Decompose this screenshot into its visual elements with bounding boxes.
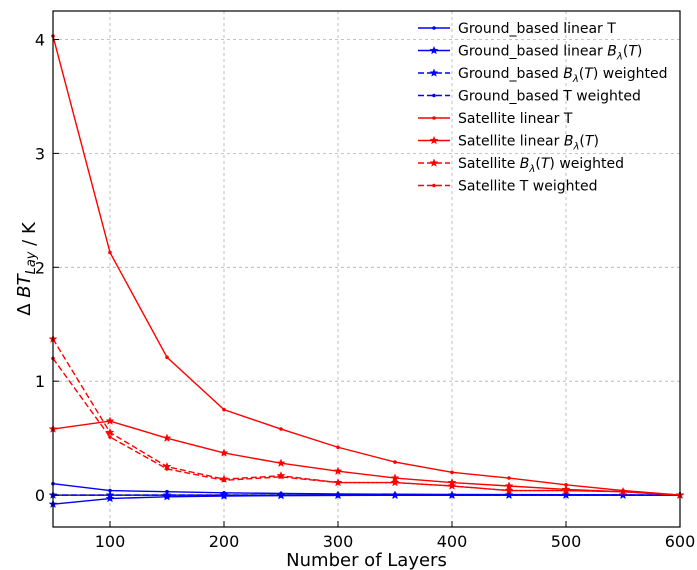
series-line bbox=[52, 420, 681, 496]
dot-marker bbox=[279, 475, 283, 479]
dot-marker bbox=[450, 493, 454, 497]
dot-marker bbox=[279, 493, 283, 497]
dot-marker bbox=[222, 493, 226, 497]
dot-marker bbox=[507, 488, 511, 493]
dot-marker bbox=[450, 470, 454, 475]
dot-marker bbox=[108, 250, 112, 255]
series-line bbox=[52, 358, 681, 496]
dot-marker bbox=[564, 493, 568, 497]
legend-label: Satellite T weighted bbox=[458, 179, 598, 195]
dot-marker bbox=[222, 407, 226, 412]
legend-item: Satellite Bλ(T) weighted bbox=[418, 156, 624, 175]
legend-label: Satellite linear Bλ(T) bbox=[458, 134, 599, 153]
dot-marker bbox=[432, 93, 436, 98]
legend-item: Satellite T weighted bbox=[418, 179, 598, 195]
star-marker bbox=[162, 433, 172, 442]
dot-marker bbox=[165, 493, 169, 497]
star-marker bbox=[429, 158, 439, 167]
star-marker bbox=[105, 427, 115, 437]
x-tick-label: 600 bbox=[665, 532, 696, 551]
grid bbox=[53, 11, 681, 527]
x-tick-label: 500 bbox=[551, 532, 582, 551]
star-marker bbox=[429, 135, 439, 145]
legend-item: Satellite linear Bλ(T) bbox=[418, 134, 599, 153]
legend-item: Ground_based Bλ(T) weighted bbox=[418, 66, 667, 85]
legend: Ground_based linear T Ground_based linear… bbox=[418, 21, 667, 195]
dot-marker bbox=[432, 116, 436, 120]
x-tick-label: 100 bbox=[95, 532, 126, 551]
dot-marker bbox=[621, 489, 625, 494]
star-marker bbox=[105, 416, 115, 425]
star-marker bbox=[333, 466, 343, 475]
star-marker bbox=[219, 448, 229, 457]
y-tick-label: 1 bbox=[35, 372, 45, 391]
dot-marker bbox=[165, 467, 169, 471]
dot-marker bbox=[564, 488, 568, 493]
dot-marker bbox=[336, 480, 340, 485]
dot-marker bbox=[165, 355, 169, 360]
x-tick-label: 400 bbox=[437, 532, 468, 551]
legend-item: Satellite linear T bbox=[418, 111, 573, 127]
dot-marker bbox=[393, 460, 397, 464]
plot-background bbox=[53, 11, 680, 527]
legend-label: Ground_based linear Bλ(T) bbox=[458, 44, 642, 63]
dot-marker bbox=[222, 478, 226, 483]
series-layer bbox=[48, 34, 685, 509]
y-tick-label: 2 bbox=[35, 258, 45, 277]
dot-marker bbox=[393, 480, 397, 485]
legend-label: Ground_based T weighted bbox=[458, 89, 641, 105]
plot-frame bbox=[52, 10, 681, 528]
star-marker bbox=[429, 68, 439, 77]
legend-label: Ground_based linear T bbox=[458, 21, 616, 37]
legend-item: Ground_based T weighted bbox=[418, 89, 641, 105]
star-marker bbox=[276, 458, 286, 468]
star-marker bbox=[429, 45, 439, 55]
dot-marker bbox=[507, 476, 511, 480]
x-axis-label: Number of Layers bbox=[286, 550, 447, 570]
star-marker bbox=[105, 493, 115, 503]
legend-label: Satellite Bλ(T) weighted bbox=[458, 156, 624, 175]
dot-marker bbox=[507, 493, 511, 497]
dot-marker bbox=[432, 26, 436, 30]
y-tick-label: 0 bbox=[35, 486, 45, 505]
dot-marker bbox=[336, 445, 340, 450]
dot-marker bbox=[108, 435, 112, 439]
ticks: 100 200 300 400 500 600 0 1 2 3 4 bbox=[35, 30, 695, 551]
dot-marker bbox=[393, 493, 397, 497]
series-satellite-t-weighted bbox=[51, 356, 682, 497]
x-tick-label: 300 bbox=[323, 532, 354, 551]
legend-item: Ground_based linear T bbox=[418, 21, 616, 37]
legend-label: Ground_based Bλ(T) weighted bbox=[458, 66, 667, 85]
dot-marker bbox=[336, 493, 340, 497]
dot-marker bbox=[450, 484, 454, 488]
dot-marker bbox=[279, 427, 283, 431]
dot-marker bbox=[108, 493, 112, 497]
legend-label: Satellite linear T bbox=[458, 111, 573, 127]
y-tick-label: 3 bbox=[35, 144, 45, 163]
dot-marker bbox=[432, 183, 436, 188]
y-tick-label: 4 bbox=[35, 30, 45, 49]
series-line bbox=[52, 35, 681, 496]
y-axis-label: Δ BTLay / K bbox=[14, 221, 40, 316]
legend-item: Ground_based linear Bλ(T) bbox=[418, 44, 642, 63]
x-tick-label: 200 bbox=[209, 532, 240, 551]
